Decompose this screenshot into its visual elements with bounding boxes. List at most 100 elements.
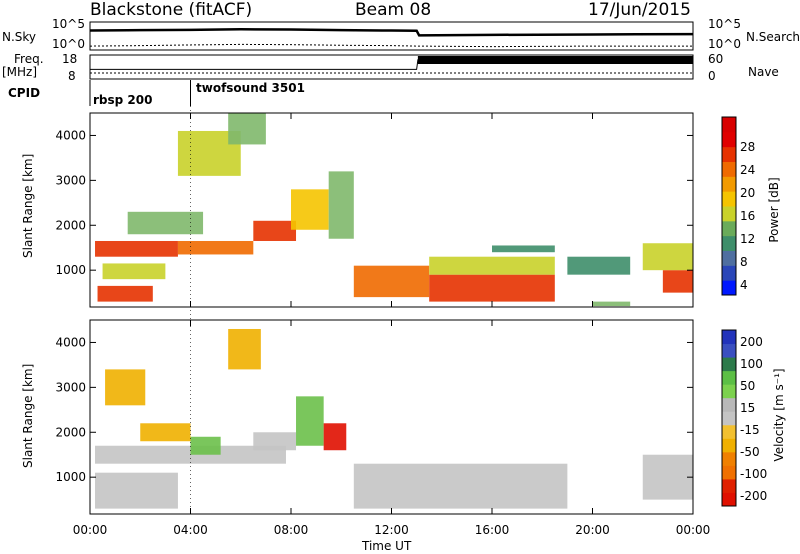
noise-right-tick-top: 10^5 <box>708 17 741 31</box>
power-ytick-label-1: 1000 <box>55 263 86 277</box>
power-data-group <box>95 113 693 307</box>
x-tick-label-1: 00:00 <box>73 523 108 537</box>
power-colorbar-tick-6: 8 <box>740 255 748 269</box>
noise-panel-frame <box>89 21 694 51</box>
power-colorbar-swatch-6 <box>722 206 736 222</box>
power-region-2 <box>177 240 254 255</box>
velocity-ytick-label-2: 2000 <box>55 425 86 439</box>
power-region-18 <box>592 301 631 307</box>
cpid-segment-2: twofsound 3501 <box>196 81 305 95</box>
nave-series-block <box>417 56 693 64</box>
velocity-colorbar-swatch-4 <box>722 451 736 466</box>
velocity-colorbar-swatch-8 <box>722 397 736 412</box>
velocity-colorbar-tick-3: 50 <box>740 379 755 393</box>
power-colorbar-swatch-3 <box>722 250 736 266</box>
noise-left-tick-bottom: 10^0 <box>52 37 85 51</box>
x-tick-label-2: 04:00 <box>173 523 208 537</box>
velocity-region-9 <box>323 423 347 451</box>
velocity-ytick-label-3: 3000 <box>55 380 86 394</box>
freq-label: Freq. <box>14 52 44 66</box>
velocity-colorbar-swatch-13 <box>722 330 736 345</box>
power-region-3 <box>253 220 297 241</box>
velocity-colorbar-frame <box>721 329 737 507</box>
power-ytick-label-4: 4000 <box>55 128 86 142</box>
x-tick-label-4: 12:00 <box>374 523 409 537</box>
velocity-colorbar-tick-8: -200 <box>740 489 767 503</box>
velocity-colorbar-swatch-3 <box>722 465 736 480</box>
velocity-colorbar-swatch-12 <box>722 343 736 358</box>
velocity-colorbar-tick-7: -100 <box>740 467 767 481</box>
nsearch-series-line <box>89 43 693 48</box>
power-colorbar-tick-2: 24 <box>740 163 755 177</box>
freq-panel-frame <box>89 54 694 80</box>
cpid-label: CPID <box>8 86 41 100</box>
power-colorbar-swatch-11 <box>722 131 736 148</box>
power-colorbar-swatch-7 <box>722 191 736 207</box>
velocity-region-6 <box>140 423 191 442</box>
x-tick-label-6: 20:00 <box>575 523 610 537</box>
power-region-8 <box>228 113 266 145</box>
power-colorbar-tick-4: 16 <box>740 209 755 223</box>
velocity-colorbar-tick-2: 100 <box>740 357 763 371</box>
power-region-5 <box>102 263 166 280</box>
date-label: 17/Jun/2015 <box>588 0 691 20</box>
velocity-region-8 <box>296 396 324 446</box>
x-tick-label-5: 16:00 <box>475 523 510 537</box>
chart-title: Blackstone (fitACF) <box>90 0 253 20</box>
power-colorbar-swatch-8 <box>722 176 736 192</box>
velocity-region-5 <box>642 454 693 500</box>
velocity-colorbar-swatch-9 <box>722 384 736 399</box>
power-colorbar-swatch-1 <box>722 280 736 296</box>
velocity-colorbar-swatch-6 <box>722 424 736 439</box>
freq-right-tick-bottom: 0 <box>708 69 716 83</box>
nsearch-label: N.Search <box>746 30 800 44</box>
power-region-15 <box>567 256 631 275</box>
power-colorbar-frame <box>721 116 737 296</box>
nsky-series-line <box>89 28 694 37</box>
power-colorbar-tick-3: 20 <box>740 186 755 200</box>
power-colorbar-swatch-4 <box>722 235 736 251</box>
freq-unit-label: [MHz] <box>2 65 38 79</box>
velocity-region-4 <box>353 463 568 509</box>
power-colorbar-swatch-5 <box>722 220 736 237</box>
power-colorbar-swatch-10 <box>722 146 736 162</box>
velocity-region-10 <box>190 436 221 455</box>
power-region-16 <box>662 270 693 293</box>
power-region-10 <box>328 171 354 239</box>
velocity-colorbar-swatch-7 <box>722 411 736 426</box>
velocity-colorbar-swatch-11 <box>722 357 736 372</box>
noise-right-tick-bottom: 10^0 <box>708 37 741 51</box>
velocity-ytick-label-1: 1000 <box>55 470 86 484</box>
velocity-region-3 <box>95 472 178 509</box>
x-tick-label-7: 00:00 <box>676 523 711 537</box>
velocity-colorbar-swatch-1 <box>722 492 736 507</box>
beam-label: Beam 08 <box>355 0 432 20</box>
velocity-colorbar-tick-5: -15 <box>740 423 760 437</box>
nave-label: Nave <box>748 65 779 79</box>
power-region-17 <box>642 243 693 271</box>
nsky-label: N.Sky <box>2 30 37 44</box>
velocity-colorbar-swatch-5 <box>722 438 736 453</box>
power-region-14 <box>492 245 555 253</box>
velocity-ytick-label-4: 4000 <box>55 335 86 349</box>
power-colorbar-tick-5: 12 <box>740 232 755 246</box>
velocity-colorbar-swatch-2 <box>722 478 736 493</box>
velocity-region-2 <box>253 432 297 451</box>
freq-right-tick-top: 60 <box>708 52 724 66</box>
power-region-13 <box>429 256 555 275</box>
power-colorbar-swatch-9 <box>722 161 736 177</box>
power-colorbar-tick-7: 4 <box>740 278 748 292</box>
power-region-6 <box>127 211 204 235</box>
power-region-1 <box>95 240 178 257</box>
power-region-11 <box>353 265 430 298</box>
noise-left-tick-top: 10^5 <box>52 17 85 31</box>
power-colorbar-swatch-12 <box>722 117 736 133</box>
x-axis-label: Time UT <box>362 539 412 553</box>
power-colorbar-swatch-2 <box>722 265 736 281</box>
velocity-data-group <box>95 328 693 509</box>
velocity-colorbar-tick-6: -50 <box>740 445 760 459</box>
velocity-region-7 <box>228 328 261 370</box>
power-region-12 <box>429 274 555 302</box>
power-region-9 <box>291 189 329 230</box>
